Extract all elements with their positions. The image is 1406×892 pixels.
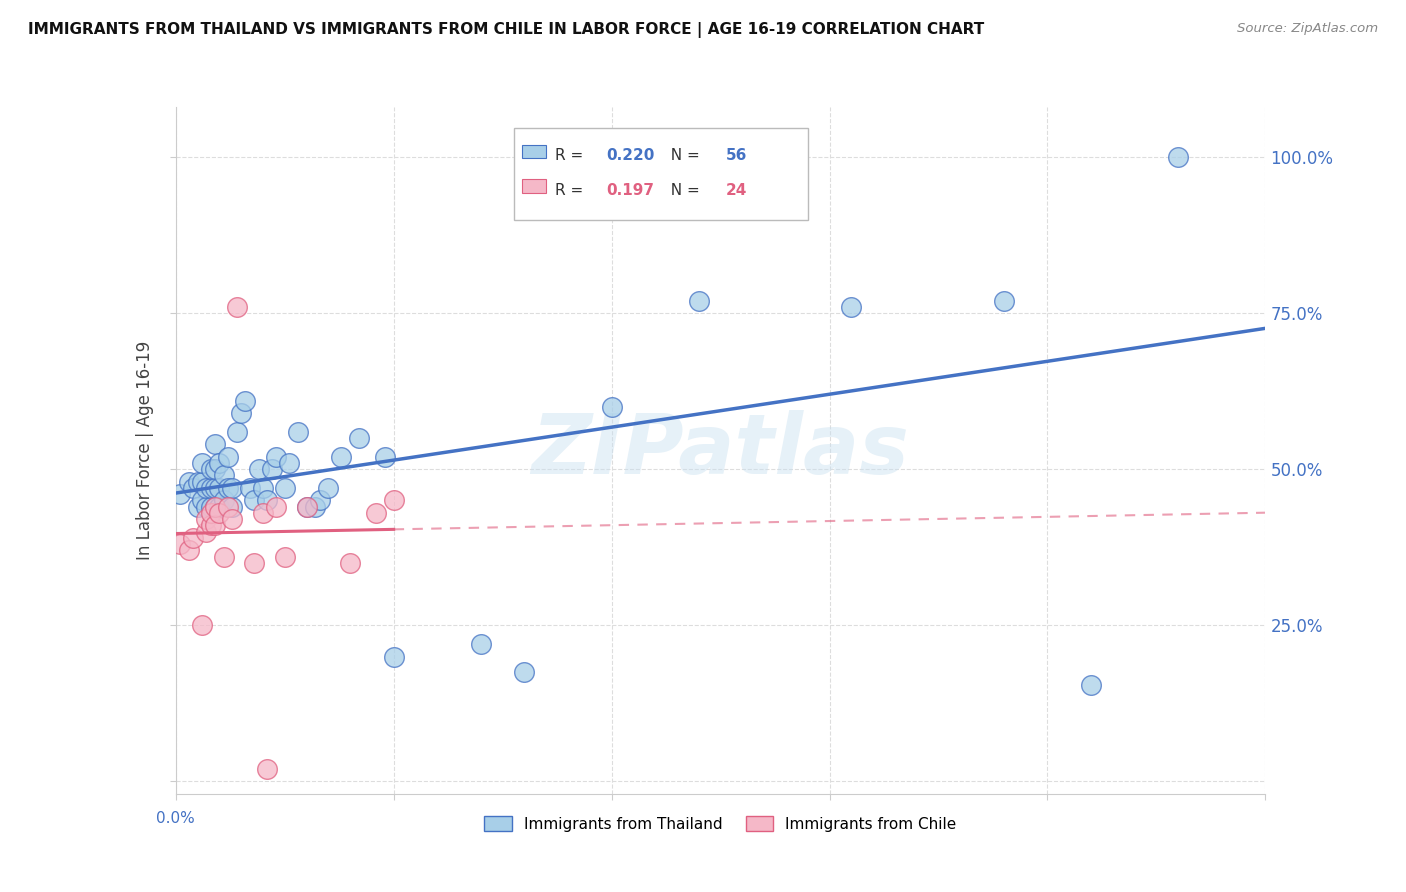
Point (204, 481, 226, 495)
Point (287, 425, 309, 439)
Point (204, 500, 226, 514)
Point (186, 475, 209, 489)
Text: IMMIGRANTS FROM THAILAND VS IMMIGRANTS FROM CHILE IN LABOR FORCE | AGE 16-19 COR: IMMIGRANTS FROM THAILAND VS IMMIGRANTS F… (28, 22, 984, 38)
Text: N =: N = (661, 183, 704, 198)
Legend: Immigrants from Thailand, Immigrants from Chile: Immigrants from Thailand, Immigrants fro… (478, 810, 963, 838)
Point (252, 481, 274, 495)
Point (688, 293, 710, 308)
Point (382, 493, 405, 508)
Point (177, 543, 200, 558)
Point (186, 500, 209, 514)
Point (208, 481, 231, 495)
Point (200, 506, 222, 520)
Point (221, 512, 243, 526)
Point (208, 506, 231, 520)
Point (600, 400, 623, 414)
Point (256, 762, 278, 776)
Point (204, 437, 226, 451)
Point (169, 537, 191, 551)
Point (169, 487, 191, 501)
Point (304, 500, 326, 514)
Point (231, 406, 253, 420)
Point (264, 450, 287, 464)
Text: 0.197: 0.197 (606, 183, 654, 198)
Point (191, 618, 214, 632)
Text: 24: 24 (725, 183, 748, 198)
Point (221, 500, 243, 514)
Point (195, 512, 218, 526)
Text: R =: R = (555, 148, 588, 163)
Point (191, 475, 214, 489)
Point (181, 481, 204, 495)
Point (200, 500, 222, 514)
Point (274, 481, 297, 495)
Text: Source: ZipAtlas.com: Source: ZipAtlas.com (1237, 22, 1378, 36)
Point (513, 665, 536, 680)
Point (1080, 678, 1102, 692)
Point (339, 556, 361, 570)
Point (374, 450, 396, 464)
Point (191, 456, 214, 470)
Point (208, 456, 231, 470)
Point (217, 500, 239, 514)
Point (1167, 150, 1189, 164)
Point (295, 500, 318, 514)
Point (181, 531, 204, 545)
Bar (522, 179, 547, 193)
Point (260, 462, 283, 476)
Point (243, 556, 266, 570)
Point (217, 450, 239, 464)
Point (204, 518, 226, 533)
Point (330, 450, 353, 464)
Point (470, 637, 492, 651)
Bar (522, 145, 547, 159)
Point (212, 468, 235, 483)
Point (235, 393, 257, 408)
Point (225, 300, 247, 314)
Point (208, 500, 231, 514)
Point (366, 506, 388, 520)
Point (195, 481, 218, 495)
Point (243, 493, 266, 508)
Point (308, 493, 330, 508)
Point (200, 462, 222, 476)
Point (200, 518, 222, 533)
Point (177, 475, 200, 489)
Point (256, 493, 278, 508)
Point (212, 549, 235, 564)
Text: 0.220: 0.220 (606, 148, 655, 163)
Point (195, 524, 218, 539)
Y-axis label: In Labor Force | Age 16-19: In Labor Force | Age 16-19 (136, 341, 155, 560)
Point (347, 431, 370, 445)
Point (217, 481, 239, 495)
Text: R =: R = (555, 183, 588, 198)
Point (212, 493, 235, 508)
Point (295, 500, 318, 514)
Text: ZIPatlas: ZIPatlas (531, 410, 910, 491)
Point (274, 549, 297, 564)
Point (225, 425, 247, 439)
Point (204, 462, 226, 476)
Point (247, 462, 270, 476)
Point (382, 649, 405, 664)
Point (195, 500, 218, 514)
Point (278, 456, 301, 470)
Point (252, 506, 274, 520)
FancyBboxPatch shape (513, 128, 808, 220)
Point (264, 500, 287, 514)
Point (239, 481, 262, 495)
Point (318, 481, 340, 495)
Point (557, 150, 579, 164)
Point (841, 300, 863, 314)
Point (191, 493, 214, 508)
Point (200, 481, 222, 495)
Point (204, 500, 226, 514)
Text: 56: 56 (725, 148, 748, 163)
Text: N =: N = (661, 148, 704, 163)
Text: 0.0%: 0.0% (156, 811, 195, 826)
Point (221, 481, 243, 495)
Point (993, 293, 1015, 308)
